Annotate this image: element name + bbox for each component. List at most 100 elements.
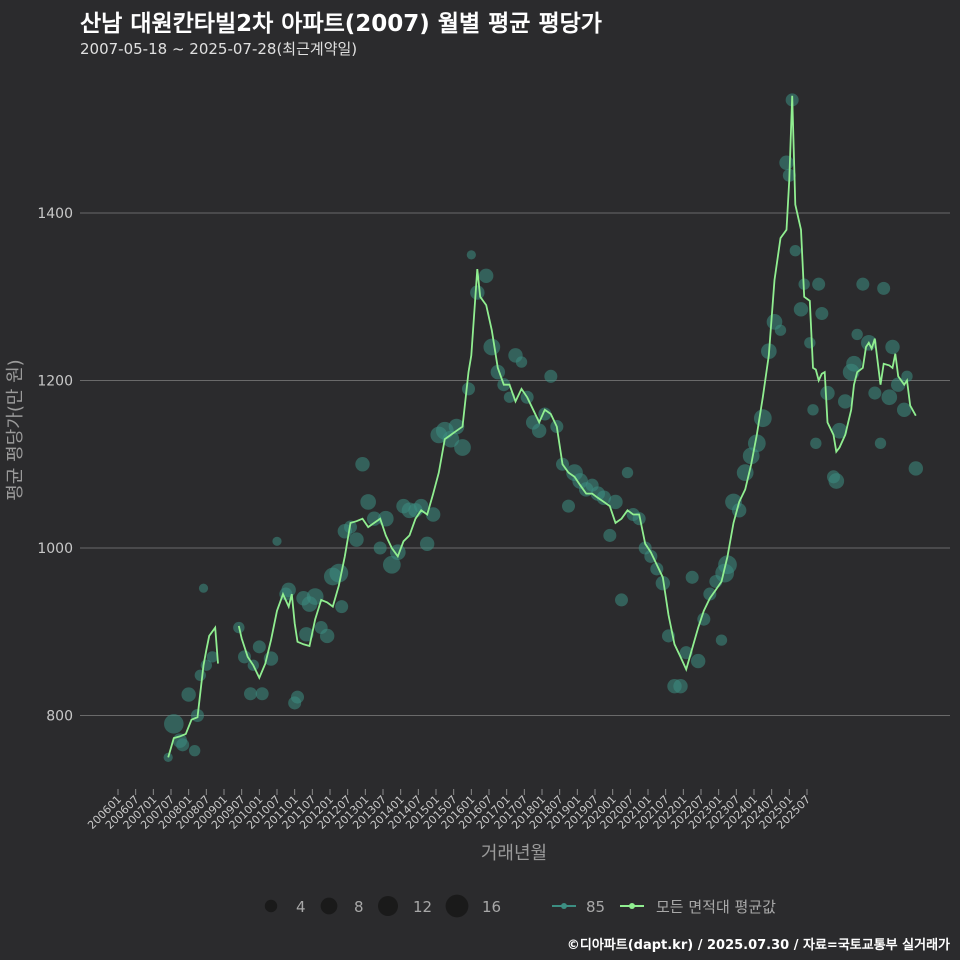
data-bubble: [483, 338, 501, 356]
data-bubble: [614, 593, 629, 607]
data-bubble: [846, 355, 862, 372]
x-axis-title: 거래년월: [481, 843, 547, 864]
color-legend-label: 모든 면적대 평균값: [656, 898, 776, 916]
data-bubble: [448, 418, 465, 435]
data-bubble: [198, 583, 209, 593]
data-bubble: [349, 532, 364, 547]
data-bubble: [885, 339, 900, 355]
data-bubble: [181, 687, 196, 702]
data-bubble: [753, 409, 772, 428]
y-tick-label: 800: [46, 709, 73, 725]
data-bubble: [896, 402, 912, 418]
data-bubble: [868, 386, 882, 400]
source-caption: ©디아파트(dapt.kr) / 2025.07.30 / 자료=국토교통부 실…: [566, 938, 950, 953]
data-bubble: [206, 651, 219, 663]
size-legend-key: [320, 897, 338, 915]
data-bubble: [789, 245, 802, 257]
data-bubble: [478, 268, 494, 284]
data-bubble: [281, 582, 296, 598]
data-bubble: [820, 385, 835, 401]
data-bubble: [603, 528, 617, 542]
size-legend-key: [445, 894, 469, 918]
data-bubble: [807, 404, 819, 416]
x-axis-ticks: 2006012006072007012007072008012008072009…: [85, 789, 813, 832]
data-bubble: [621, 466, 634, 479]
average-line: [167, 95, 917, 758]
data-bubble: [793, 302, 809, 317]
data-bubble: [828, 473, 845, 489]
data-bubble: [252, 640, 266, 654]
data-bubble: [462, 382, 476, 396]
data-bubble: [747, 434, 766, 453]
size-legend-label: 12: [413, 898, 432, 916]
y-axis-title: 평균 평당가(만 원): [5, 359, 26, 500]
y-tick-label: 1200: [37, 374, 73, 390]
data-bubble: [360, 494, 376, 510]
data-bubble: [355, 457, 370, 472]
data-bubble: [425, 507, 441, 522]
y-tick-label: 1000: [37, 541, 73, 557]
data-bubble: [419, 536, 435, 552]
data-bubble: [255, 687, 269, 701]
data-bubble: [608, 494, 623, 510]
data-bubble: [335, 600, 349, 614]
data-bubble: [442, 430, 460, 448]
data-bubble: [382, 555, 401, 574]
data-bubble: [306, 588, 324, 605]
data-bubble: [810, 437, 822, 449]
data-bubble: [544, 369, 558, 383]
data-bubble: [774, 324, 787, 336]
data-bubble: [908, 461, 924, 476]
data-bubble: [515, 356, 528, 368]
data-bubble: [685, 570, 699, 584]
chart-title: 산남 대원칸타빌2차 아파트(2007) 월별 평균 평당가: [80, 11, 602, 37]
size-legend-label: 8: [354, 898, 364, 916]
size-legend-label: 16: [482, 898, 501, 916]
color-legend-key-avg-dot: [629, 903, 635, 909]
data-bubble: [812, 277, 826, 291]
y-tick-label: 1400: [37, 206, 73, 222]
data-bubble: [874, 437, 887, 449]
data-bubble: [188, 744, 201, 757]
size-legend-label: 4: [296, 898, 306, 916]
size-legend-key: [264, 899, 278, 913]
data-bubble: [561, 499, 576, 513]
data-bubble: [319, 628, 335, 644]
data-bubble: [454, 439, 471, 456]
data-bubble: [673, 678, 688, 694]
data-bubble: [901, 370, 913, 382]
legend: 4 8 12 16 85 모든 면적대 평균값: [264, 894, 776, 918]
grid-layer: [80, 212, 950, 716]
color-legend-key-85-dot: [561, 903, 567, 909]
data-bubble: [831, 422, 848, 439]
data-bubble: [881, 389, 898, 406]
data-bubble: [877, 281, 891, 295]
data-bubble: [596, 490, 612, 505]
data-bubble: [164, 714, 184, 734]
data-bubble: [194, 669, 207, 681]
data-bubble: [690, 653, 706, 669]
y-axis-ticks: 800 1000 1200 1400: [37, 206, 73, 725]
size-legend-key: [377, 895, 399, 917]
data-bubble: [413, 498, 429, 514]
bubble-series: [163, 93, 924, 762]
data-bubble: [290, 690, 304, 704]
data-bubble: [779, 155, 794, 170]
data-bubble: [470, 285, 485, 300]
data-bubble: [851, 328, 863, 341]
data-bubble: [703, 587, 717, 601]
color-legend-label: 85: [586, 898, 605, 916]
data-bubble: [715, 634, 728, 646]
data-bubble: [718, 555, 737, 575]
data-bubble: [531, 423, 547, 438]
data-bubble: [856, 277, 870, 291]
data-bubble: [466, 250, 476, 260]
data-bubble: [373, 541, 387, 555]
data-bubble: [299, 627, 314, 642]
data-bubble: [272, 536, 282, 546]
data-bubble: [804, 337, 816, 349]
data-bubble: [366, 511, 382, 526]
data-bubble: [176, 738, 190, 752]
chart-subtitle: 2007-05-18 ~ 2025-07-28(최근계약일): [80, 40, 358, 58]
